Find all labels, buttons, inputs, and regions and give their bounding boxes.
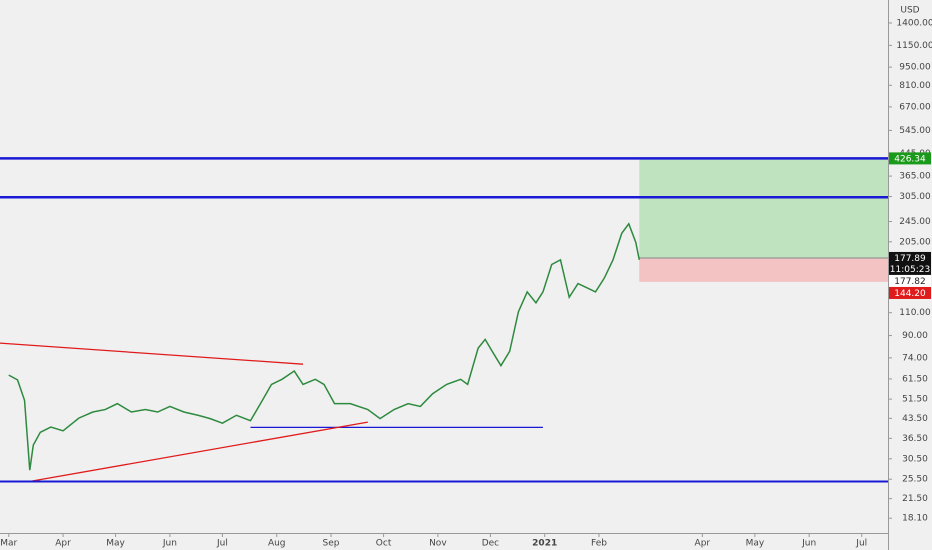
price-line [8, 222, 641, 471]
entry-tag: 177.82 [894, 277, 926, 287]
x-tick-label: Jun [162, 539, 177, 549]
y-tick-label: 810.00 [899, 81, 931, 91]
x-tick-label: Feb [591, 539, 607, 549]
x-tick-label: May [106, 539, 125, 549]
y-tick-label: 18.10 [902, 514, 928, 524]
y-tick-label: 110.00 [899, 308, 931, 318]
stop-tag: 144.20 [894, 289, 926, 299]
y-tick-label: 1150.00 [896, 41, 932, 51]
y-tick-label: 305.00 [899, 192, 931, 202]
x-tick-label: Oct [376, 539, 392, 549]
y-tick-label: 43.50 [902, 414, 928, 424]
loss-zone [639, 258, 888, 282]
y-tick-label: 90.00 [902, 331, 928, 341]
y-tick-label: 950.00 [899, 63, 931, 73]
stop-tag-bg [889, 286, 931, 299]
y-tick-label: 61.50 [902, 374, 928, 384]
x-tick-label: Dec [482, 539, 499, 549]
trend-line [0, 342, 304, 365]
x-tick-label: Jul [216, 539, 228, 549]
x-tick-label: Apr [695, 539, 711, 549]
y-tick-label: 51.50 [902, 395, 928, 405]
y-tick-label: 25.50 [902, 475, 928, 485]
y-tick-label: 36.50 [902, 434, 928, 444]
y-tick-label: 245.00 [899, 217, 931, 227]
entry-tag-bg [889, 274, 931, 287]
last-price-tag: 177.89 [894, 254, 926, 264]
x-tick-label: Mar [0, 539, 17, 549]
x-tick-label: Aug [268, 539, 286, 549]
target-tag: 426.34 [894, 154, 926, 164]
x-tick-label: May [746, 539, 765, 549]
x-tick-label: Jul [855, 539, 867, 549]
y-tick-label: 1400.00 [896, 18, 932, 28]
countdown: 11:05:23 [890, 265, 930, 275]
y-tick-label: 74.00 [902, 353, 928, 363]
x-tick-label: Sep [323, 539, 340, 549]
countdown-bg [889, 262, 931, 275]
y-tick-label: 205.00 [899, 237, 931, 247]
currency-label: USD [900, 6, 919, 16]
y-tick-label: 21.50 [902, 494, 928, 504]
y-tick-label: 30.50 [902, 454, 928, 464]
y-tick-label: 545.00 [899, 126, 931, 136]
last-price-tag-bg [889, 251, 931, 264]
profit-zone [639, 158, 888, 259]
x-tick-label: Jun [801, 539, 816, 549]
y-tick-label: 365.00 [899, 172, 931, 182]
x-tick-label: 2021 [532, 539, 557, 549]
y-tick-label: 670.00 [899, 102, 931, 112]
x-tick-label: Apr [55, 539, 71, 549]
target-tag-bg [889, 152, 931, 165]
x-tick-label: Nov [429, 539, 447, 549]
